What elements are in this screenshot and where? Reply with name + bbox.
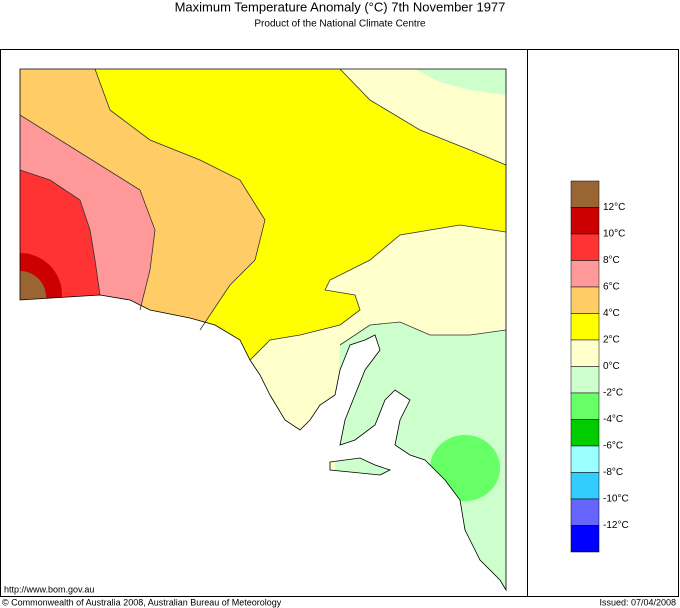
legend-label: -8°C xyxy=(603,467,623,478)
legend-label: 2°C xyxy=(603,335,620,346)
coastline xyxy=(19,68,507,592)
legend: 12°C 10°C 8°C 6°C 4°C 2°C 0°C -2°C -4°C -6°C -8°C -… xyxy=(570,180,629,553)
contours xyxy=(19,68,507,361)
legend-label: 10°C xyxy=(603,229,625,240)
legend-swatch xyxy=(570,472,600,500)
legend-swatch xyxy=(570,286,600,314)
frame xyxy=(0,49,679,597)
region-minus2-0 xyxy=(415,69,506,95)
legend-label: 4°C xyxy=(603,308,620,319)
legend-swatch xyxy=(570,392,600,420)
legend-swatch xyxy=(570,313,600,341)
legend-swatch xyxy=(570,498,600,526)
legend-swatch xyxy=(570,233,600,261)
legend-swatch xyxy=(570,419,600,447)
region-minus4-minus2 xyxy=(430,435,500,501)
legend-label: -10°C xyxy=(603,494,629,505)
legend-swatch xyxy=(570,445,600,473)
legend-label: -4°C xyxy=(603,414,623,425)
legend-swatch xyxy=(570,339,600,367)
legend-swatch xyxy=(570,366,600,394)
legend-label: -6°C xyxy=(603,441,623,452)
legend-label: 8°C xyxy=(603,255,620,266)
region-2-4 xyxy=(95,69,506,360)
legend-label: -2°C xyxy=(603,388,623,399)
legend-label: 6°C xyxy=(603,282,620,293)
subtitle: Product of the National Climate Centre xyxy=(254,19,426,30)
legend-label: -12°C xyxy=(603,520,629,531)
url: http://www.bom.gov.au xyxy=(4,584,94,594)
legend-swatch xyxy=(570,525,600,553)
issued: Issued: 07/04/2008 xyxy=(599,597,676,607)
title: Maximum Temperature Anomaly (°C) 7th Nov… xyxy=(175,0,506,14)
copyright: © Commonwealth of Australia 2008, Austra… xyxy=(2,597,282,607)
legend-swatch xyxy=(570,207,600,235)
legend-label: 12°C xyxy=(603,202,625,213)
legend-swatch xyxy=(570,180,600,208)
legend-label: 0°C xyxy=(603,361,620,372)
legend-swatch xyxy=(570,260,600,288)
